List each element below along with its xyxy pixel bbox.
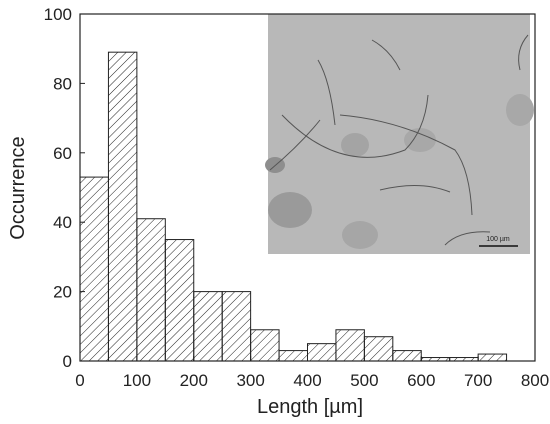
bars: [79, 51, 508, 362]
y-tick-label: 80: [53, 74, 72, 93]
inset-blob: [341, 133, 369, 157]
bar: [363, 336, 394, 362]
fiber: [371, 39, 401, 71]
inset-blob: [506, 94, 534, 126]
inset-blob: [268, 192, 312, 228]
bar: [278, 350, 308, 362]
bar: [164, 239, 195, 362]
y-tick-label: 20: [53, 283, 72, 302]
bar: [79, 176, 109, 362]
x-tick-label: 400: [293, 371, 321, 390]
y-tick-label: 40: [53, 213, 72, 232]
inset-blob: [342, 221, 378, 249]
axes: 0 100 200 300 400 500 600 700 800 0 20 40 60 80 100: [44, 5, 550, 390]
inset-background: [268, 14, 530, 254]
bar: [193, 291, 223, 362]
x-tick-label: 300: [236, 371, 264, 390]
fiber: [444, 231, 491, 246]
fiber: [281, 94, 429, 158]
bar: [477, 353, 508, 362]
inset-micrograph: 100 µm: [265, 14, 534, 254]
bar: [107, 51, 138, 362]
x-tick-label: 800: [521, 371, 549, 390]
fiber: [317, 59, 336, 126]
x-tick-label: 200: [180, 371, 208, 390]
x-tick-label: 100: [123, 371, 151, 390]
fiber: [379, 184, 451, 193]
x-tick-label: 500: [350, 371, 378, 390]
fiber: [339, 114, 473, 216]
bar: [392, 350, 422, 362]
inset-fibers: [269, 34, 529, 246]
fiber: [269, 119, 321, 171]
bar: [250, 329, 280, 362]
y-tick-label: 0: [63, 352, 72, 371]
bar: [335, 329, 365, 362]
bar: [136, 218, 166, 362]
x-axis-title: Length [µm]: [257, 396, 363, 418]
y-tick-label: 100: [44, 5, 72, 24]
x-tick-label: 0: [75, 371, 84, 390]
bar: [307, 343, 337, 362]
scale-bar-label: 100 µm: [486, 236, 510, 243]
x-tick-label: 600: [407, 371, 435, 390]
fiber: [518, 34, 529, 71]
bar: [221, 291, 252, 362]
inset-blob: [404, 128, 436, 152]
y-axis-title: Occurrence: [7, 136, 29, 239]
y-tick-label: 60: [53, 144, 72, 163]
x-tick-label: 700: [464, 371, 492, 390]
